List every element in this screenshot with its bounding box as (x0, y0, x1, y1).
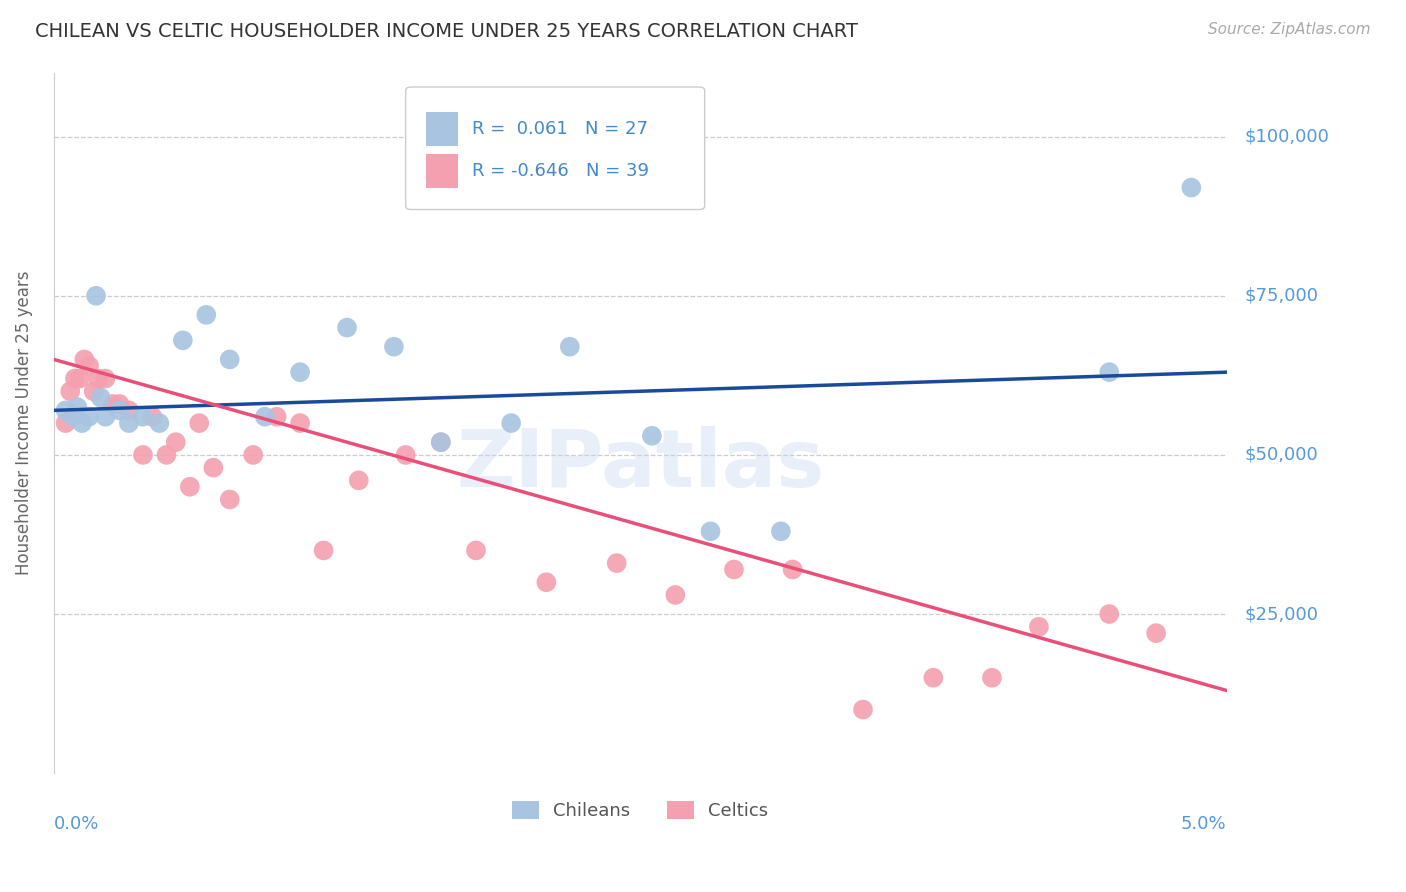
Point (922, 671, 945, 685)
Point (108, 397, 131, 411)
Point (253, 409, 276, 424)
Point (782, 562, 804, 576)
Point (118, 403, 141, 417)
Point (852, 702, 875, 716)
Point (769, 524, 792, 539)
Point (218, 492, 240, 507)
Point (202, 460, 225, 475)
FancyBboxPatch shape (426, 154, 458, 188)
Point (87, 371, 110, 385)
Point (55, 416, 77, 430)
Point (606, 556, 628, 570)
Text: ZIPatlas: ZIPatlas (456, 426, 824, 504)
Point (70, 416, 93, 430)
Point (218, 352, 240, 367)
FancyBboxPatch shape (426, 112, 458, 145)
Point (664, 588, 686, 602)
Point (101, 397, 124, 411)
Point (172, 334, 194, 348)
Point (558, 340, 581, 354)
Point (195, 308, 218, 322)
Point (62, 409, 84, 424)
Legend: Chileans, Celtics: Chileans, Celtics (505, 793, 776, 827)
Point (132, 448, 155, 462)
Point (165, 435, 187, 450)
Point (90, 391, 112, 405)
Point (108, 403, 131, 417)
Point (723, 562, 745, 576)
Point (83, 384, 105, 399)
Point (312, 543, 335, 558)
Point (69, 371, 91, 385)
Text: R = -0.646   N = 39: R = -0.646 N = 39 (472, 162, 650, 180)
Text: Source: ZipAtlas.com: Source: ZipAtlas.com (1208, 22, 1371, 37)
Point (94, 409, 117, 424)
Point (981, 671, 1004, 685)
Text: 0.0%: 0.0% (53, 815, 100, 833)
Point (699, 524, 721, 539)
Text: CHILEAN VS CELTIC HOUSEHOLDER INCOME UNDER 25 YEARS CORRELATION CHART: CHILEAN VS CELTIC HOUSEHOLDER INCOME UND… (35, 22, 858, 41)
Point (266, 409, 288, 424)
Point (66, 400, 89, 414)
Text: $75,000: $75,000 (1244, 286, 1317, 305)
Point (347, 474, 370, 488)
Point (430, 435, 453, 450)
Point (1098, 607, 1121, 621)
Point (188, 416, 211, 430)
Point (77, 409, 100, 424)
Point (94, 371, 117, 385)
Point (641, 429, 664, 443)
Point (288, 365, 311, 379)
Point (59, 384, 82, 399)
Text: $50,000: $50,000 (1244, 446, 1317, 464)
Point (73, 352, 96, 367)
Point (242, 448, 264, 462)
Point (1028, 620, 1050, 634)
Y-axis label: Householder Income Under 25 years: Householder Income Under 25 years (15, 271, 32, 575)
Point (63, 371, 86, 385)
Point (536, 575, 558, 590)
Point (155, 448, 177, 462)
Point (395, 448, 418, 462)
Point (179, 480, 201, 494)
Point (336, 320, 359, 334)
Point (465, 543, 488, 558)
Point (288, 416, 311, 430)
Point (55, 403, 77, 417)
Point (148, 416, 170, 430)
Point (1098, 365, 1121, 379)
Point (430, 435, 453, 450)
Point (501, 416, 523, 430)
Point (118, 416, 141, 430)
Text: R =  0.061   N = 27: R = 0.061 N = 27 (472, 120, 648, 138)
Point (84, 289, 107, 303)
Point (1180, 180, 1202, 194)
Point (77, 359, 100, 373)
Point (132, 409, 155, 424)
Point (382, 340, 405, 354)
Text: 5.0%: 5.0% (1181, 815, 1226, 833)
Text: $25,000: $25,000 (1244, 605, 1317, 623)
FancyBboxPatch shape (406, 87, 704, 210)
Point (141, 409, 163, 424)
Point (1144, 626, 1167, 640)
Text: $100,000: $100,000 (1244, 128, 1329, 145)
